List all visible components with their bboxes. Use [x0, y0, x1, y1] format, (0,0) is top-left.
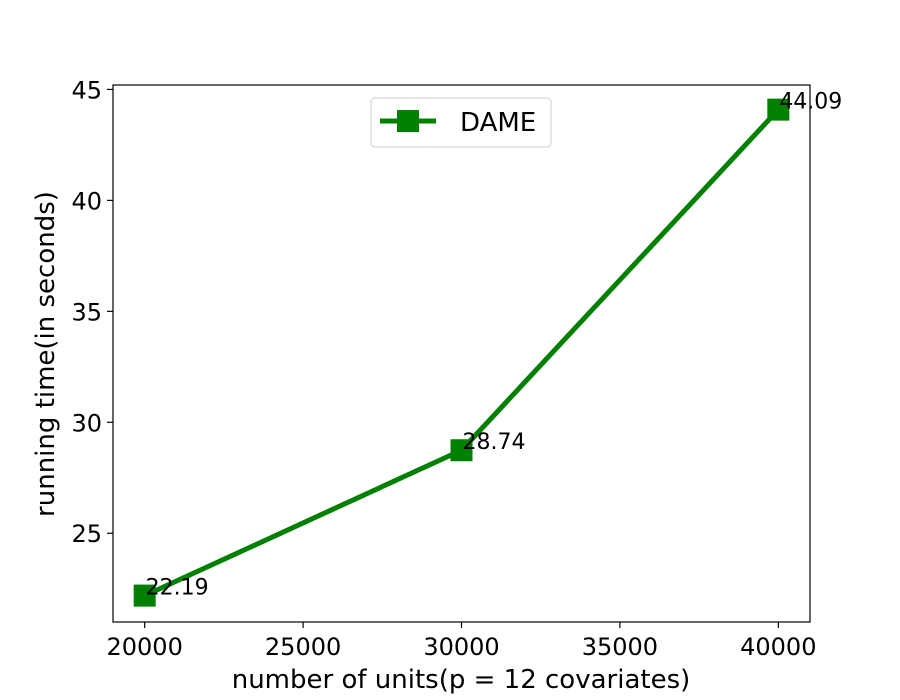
y-tick-label: 30 [71, 409, 102, 437]
data-point-marker [767, 98, 790, 121]
x-tick-label: 35000 [582, 633, 658, 661]
y-axis-ticks: 25 30 35 40 45 [71, 76, 113, 548]
y-tick-label: 25 [71, 520, 102, 548]
legend-label: DAME [460, 108, 536, 138]
data-point-label: 44.09 [779, 90, 842, 115]
series-layer [133, 98, 790, 607]
x-axis-ticks: 20000 25000 30000 35000 40000 [107, 622, 816, 661]
y-axis-label: running time(in seconds) [31, 191, 61, 517]
data-point-label: 28.74 [463, 430, 526, 455]
legend-marker-sample [397, 110, 419, 132]
data-point-marker [133, 584, 156, 607]
data-point-label: 22.19 [146, 576, 209, 601]
plot-area [113, 85, 810, 622]
data-labels: 22.19 28.74 44.09 [146, 90, 843, 601]
y-tick-label: 45 [71, 76, 102, 104]
y-tick-label: 35 [71, 298, 102, 326]
x-tick-label: 30000 [423, 633, 499, 661]
legend: DAME [370, 97, 552, 148]
y-tick-label: 40 [71, 187, 102, 215]
x-tick-label: 25000 [265, 633, 341, 661]
data-point-marker [450, 439, 473, 462]
x-tick-label: 20000 [107, 633, 183, 661]
x-axis-label: number of units(p = 12 covariates) [232, 665, 691, 695]
x-tick-label: 40000 [740, 633, 816, 661]
